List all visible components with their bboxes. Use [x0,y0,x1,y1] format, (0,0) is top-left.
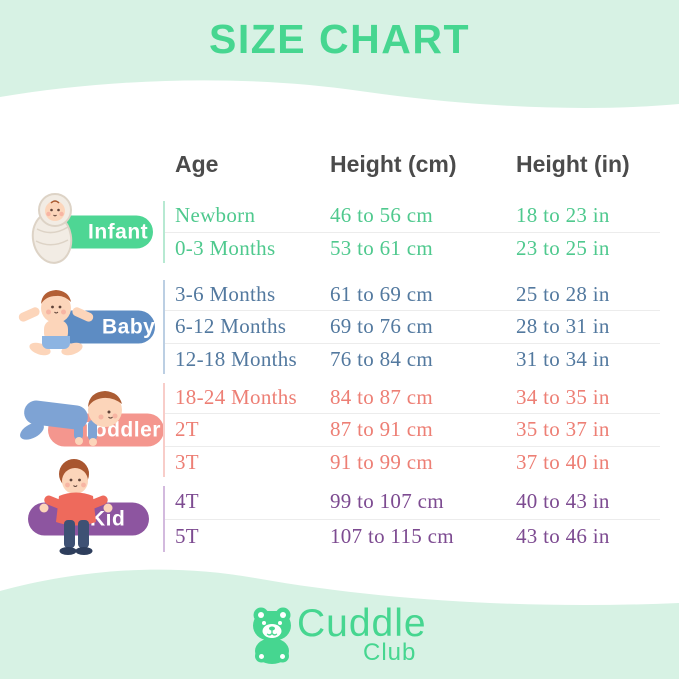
age-cell: 6-12 Months [175,314,287,339]
brand-name: Cuddle [297,602,427,645]
table-row: Newborn 46 to 56 cm 18 to 23 in [163,200,660,232]
group-label: Baby [102,315,156,338]
group-accent-line [163,383,165,477]
group-label: Infant [88,220,149,243]
height-cm-cell: 107 to 115 cm [330,523,454,548]
size-group-baby: Baby 3-6 Months 61 to 69 cm 25 to 28 in … [0,279,679,375]
table-row: 6-12 Months 69 to 76 cm 28 to 31 in [163,310,660,342]
size-group-infant: Infant Newborn 46 to 56 cm 18 to 23 in 0… [0,193,679,265]
size-group-toddler: Toddler 18-24 Months 84 to 87 cm 34 to 3… [0,382,679,478]
age-cell: 3T [175,449,199,474]
group-label: Kid [90,507,126,530]
table-row: 0-3 Months 53 to 61 cm 23 to 25 in [163,231,660,265]
height-cm-cell: 99 to 107 cm [330,489,444,514]
table-row: 3-6 Months 61 to 69 cm 25 to 28 in [163,279,660,310]
page-title: SIZE CHART [209,16,470,62]
table-row: 18-24 Months 84 to 87 cm 34 to 35 in [163,382,660,413]
crawling-toddler-illustration [12,386,132,453]
height-cm-cell: 61 to 69 cm [330,282,434,307]
group-accent-line [163,201,165,263]
age-cell: 5T [175,523,199,548]
brand-subname: Club [363,639,417,666]
height-in-cell: 31 to 34 in [516,346,610,371]
size-group-kid: Kid 4T 99 to 107 cm 40 to 43 in 5T 107 t… [0,459,679,555]
sitting-baby-illustration [16,286,96,363]
height-in-cell: 23 to 25 in [516,235,610,260]
group-accent-line [163,280,165,374]
group-accent-line [163,486,165,552]
height-in-cell: 28 to 31 in [516,314,610,339]
height-cm-cell: 53 to 61 cm [330,235,434,260]
height-in-cell: 34 to 35 in [516,385,610,410]
age-cell: 12-18 Months [175,346,298,371]
age-cell: 2T [175,417,199,442]
age-cell: 3-6 Months [175,282,276,307]
age-cell: 0-3 Months [175,235,276,260]
height-cm-cell: 76 to 84 cm [330,346,434,371]
height-in-cell: 40 to 43 in [516,489,610,514]
height-in-cell: 25 to 28 in [516,282,610,307]
age-cell: Newborn [175,203,256,228]
table-row: 3T 91 to 99 cm 37 to 40 in [163,445,660,478]
header-height-in: Height (in) [516,150,630,177]
height-cm-cell: 91 to 99 cm [330,449,434,474]
height-in-cell: 43 to 46 in [516,523,610,548]
baby-group-badge: Baby [52,310,156,344]
standing-kid-illustration [30,458,122,563]
table-row: 4T 99 to 107 cm 40 to 43 in [163,485,660,519]
teddy-bear-icon [250,606,294,669]
header-age: Age [175,150,219,177]
header-height-cm: Height (cm) [330,150,457,177]
height-in-cell: 18 to 23 in [516,203,610,228]
age-cell: 18-24 Months [175,385,298,410]
height-in-cell: 37 to 40 in [516,449,610,474]
height-cm-cell: 84 to 87 cm [330,385,434,410]
height-cm-cell: 69 to 76 cm [330,314,434,339]
swaddled-infant-illustration [24,190,82,269]
height-cm-cell: 87 to 91 cm [330,417,434,442]
table-header: Age Height (cm) Height (in) [163,150,660,178]
table-row: 12-18 Months 76 to 84 cm 31 to 34 in [163,342,660,375]
age-cell: 4T [175,489,199,514]
height-cm-cell: 46 to 56 cm [330,203,434,228]
table-row: 5T 107 to 115 cm 43 to 46 in [163,518,660,554]
table-row: 2T 87 to 91 cm 35 to 37 in [163,413,660,445]
height-in-cell: 35 to 37 in [516,417,610,442]
